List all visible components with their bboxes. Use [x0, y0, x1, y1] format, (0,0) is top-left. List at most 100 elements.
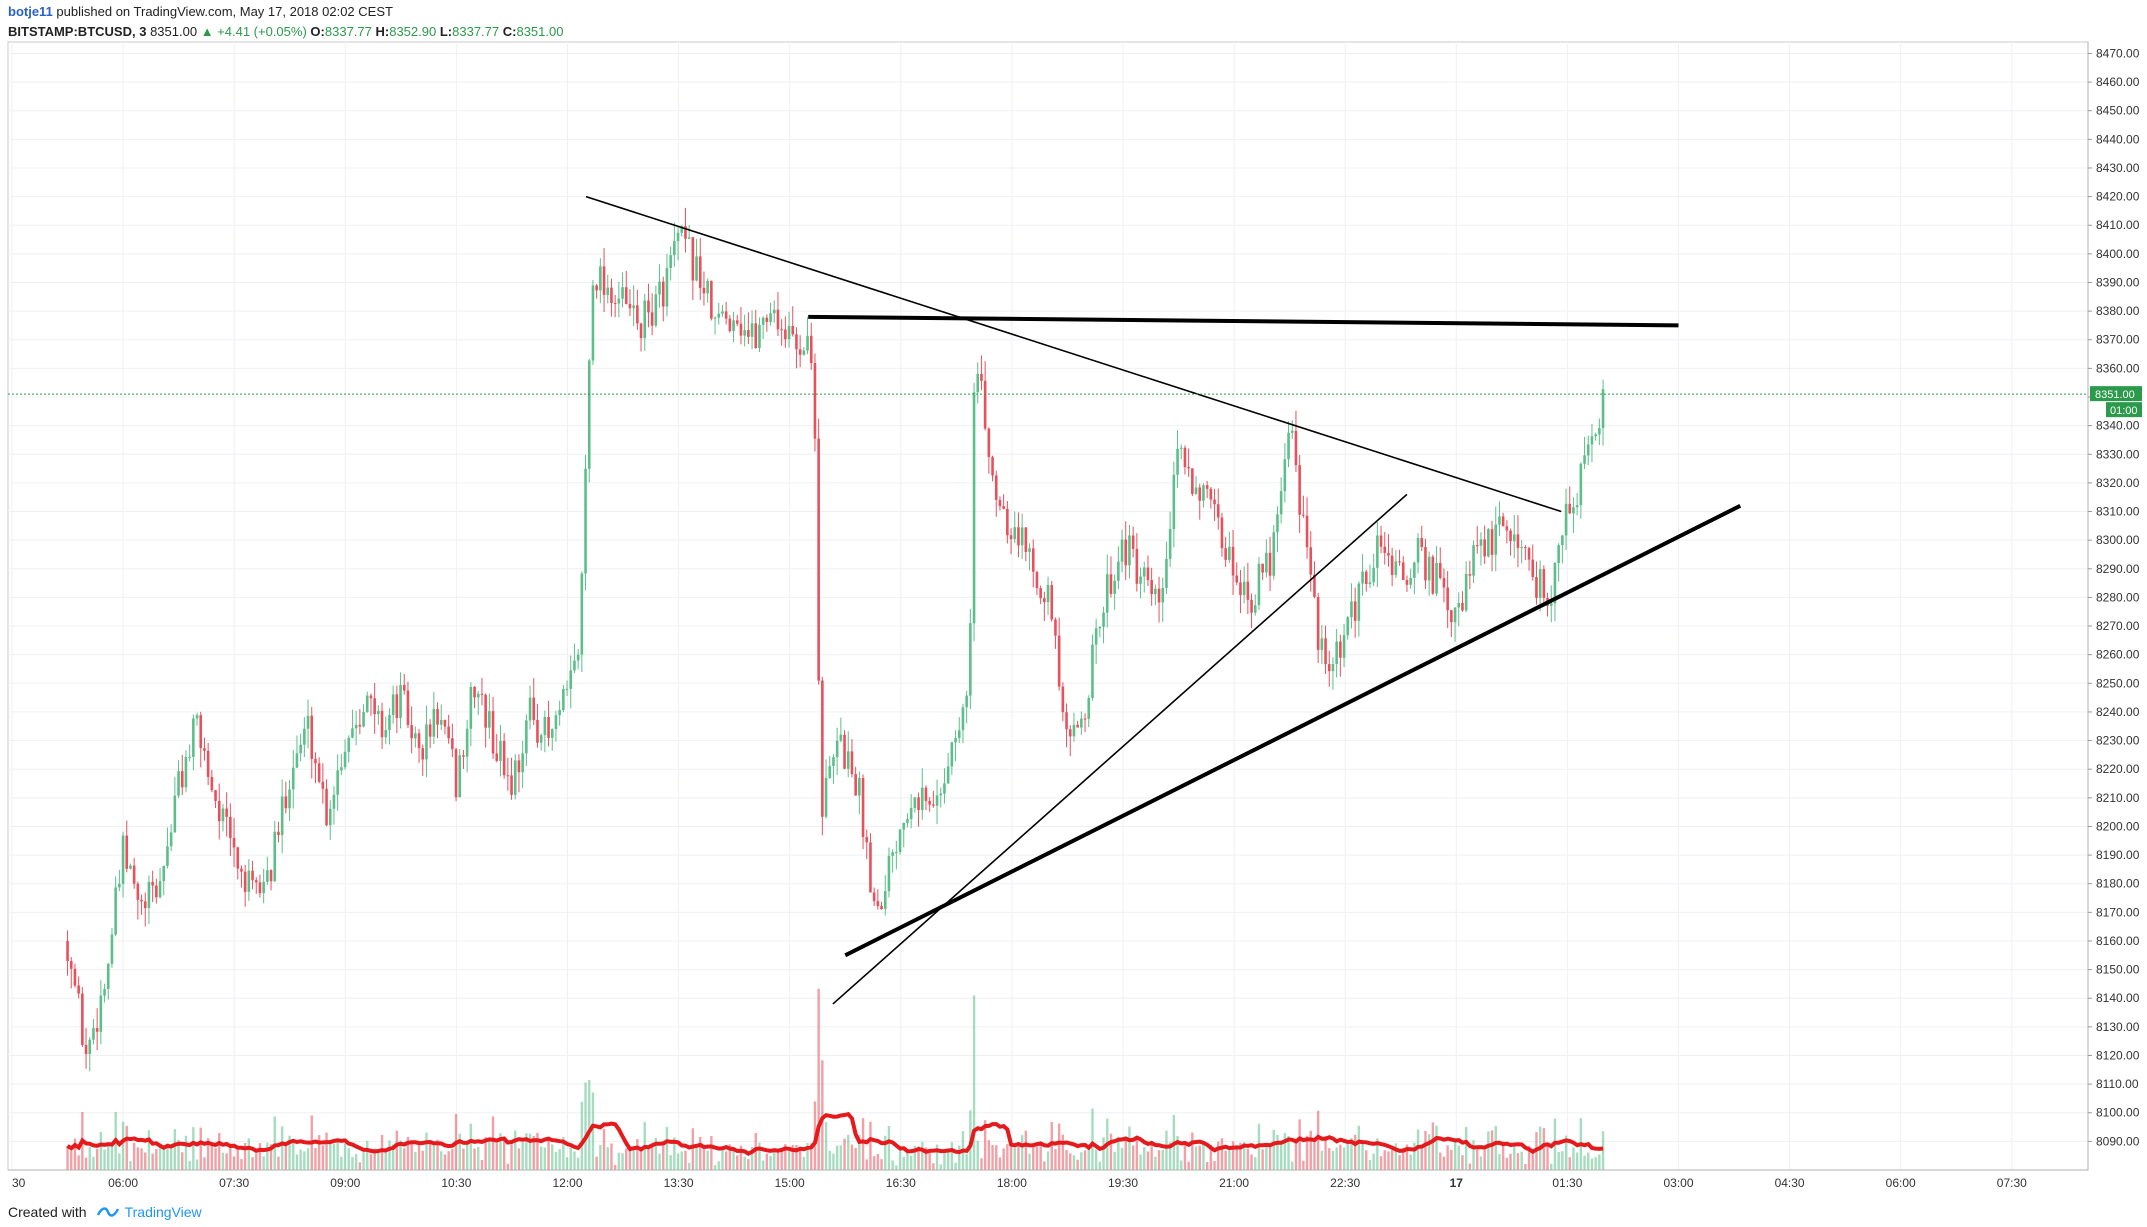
candle-body [828, 766, 832, 778]
candle-body [617, 298, 621, 304]
candle-body [1050, 585, 1054, 620]
volume-bar [736, 1155, 739, 1170]
candle-body [680, 226, 684, 233]
candle-body [1142, 567, 1146, 577]
candle-body [691, 237, 695, 281]
time-tick-label: 10:30 [441, 1176, 471, 1190]
candle-body [81, 993, 84, 1045]
tradingview-logo-icon [96, 1207, 119, 1217]
candle-body [702, 287, 706, 294]
volume-bar [436, 1139, 439, 1170]
volume-bar [388, 1140, 391, 1170]
trendline-horizontal-resistance[interactable] [808, 314, 1679, 328]
volume-bar [1187, 1161, 1190, 1170]
volume-bar [1102, 1137, 1105, 1170]
volume-moving-average-line [66, 1111, 1604, 1156]
candle-body [1235, 575, 1239, 583]
candle-body [1068, 729, 1072, 737]
volume-bar [972, 995, 976, 1170]
volume-bar [1113, 1151, 1116, 1170]
volume-bar [1217, 1141, 1220, 1170]
volume-bar [976, 1140, 979, 1170]
candle-body [92, 1028, 95, 1040]
price-tick-label: 8450.00 [2096, 104, 2140, 118]
volume-bar [403, 1148, 406, 1170]
time-tick-label: 21:00 [1219, 1176, 1249, 1190]
candle-body [1020, 527, 1024, 546]
volume-bar [206, 1138, 210, 1170]
volume-bar [987, 1140, 991, 1170]
volume-bar [1157, 1150, 1161, 1170]
volume-bar [1453, 1138, 1457, 1170]
trendline-descending[interactable] [585, 195, 1562, 513]
volume-bar [158, 1144, 162, 1170]
volume-bar [1368, 1160, 1372, 1170]
candle-body [917, 797, 920, 811]
volume-bar [1002, 1148, 1005, 1170]
candle-body [1364, 571, 1368, 585]
candle-body [802, 350, 806, 355]
candle-body [1094, 628, 1098, 645]
candle-body [750, 323, 754, 337]
candle-body [1431, 556, 1435, 594]
tradingview-brand[interactable]: TradingView [124, 1204, 202, 1220]
candle-body [328, 808, 332, 826]
volume-bar [795, 1145, 798, 1170]
volume-bar [266, 1142, 269, 1170]
candle-body [1531, 559, 1535, 578]
candle-body [314, 758, 317, 764]
volume-bar [1350, 1138, 1353, 1170]
candle-body [769, 313, 772, 322]
author-name[interactable]: botje11 [8, 4, 53, 19]
candle-body [147, 881, 151, 909]
candle-body [636, 305, 639, 324]
candle-body [1213, 499, 1216, 505]
volume-bar [847, 1134, 850, 1170]
volume-bar [95, 1149, 99, 1170]
volume-bar [1487, 1131, 1490, 1170]
volume-bar [299, 1149, 302, 1170]
trendline-ascending-support[interactable] [844, 504, 1742, 958]
price-tick-label: 8120.00 [2096, 1048, 2140, 1062]
volume-bar [303, 1151, 306, 1170]
candle-body [632, 305, 635, 309]
volume-bar [517, 1148, 521, 1170]
volume-bar [1524, 1164, 1527, 1170]
candle-body [240, 868, 243, 872]
volume-bar [240, 1159, 243, 1170]
volume-bar [950, 1142, 954, 1170]
candle-body [1065, 712, 1068, 730]
candle-body [521, 753, 524, 773]
volume-bar [980, 1158, 983, 1170]
candle-body [854, 774, 857, 796]
candle-body [780, 329, 783, 331]
candle-body [1335, 641, 1338, 665]
volume-bar [521, 1141, 524, 1170]
volume-bar [1435, 1125, 1438, 1170]
volume-bar [462, 1148, 465, 1170]
candle-body [1361, 571, 1364, 584]
volume-bar [1316, 1110, 1320, 1170]
volume-bar [1183, 1145, 1187, 1170]
volume-bar [1346, 1142, 1349, 1170]
candle-body [1450, 610, 1453, 623]
candle-body [73, 968, 77, 986]
candle-body [1331, 664, 1335, 672]
candle-body [710, 280, 713, 319]
volume-bar [706, 1150, 709, 1170]
price-tick-label: 8190.00 [2096, 848, 2140, 862]
candle-body [69, 960, 73, 969]
volume-bar [1065, 1149, 1068, 1170]
candle-body [280, 796, 284, 836]
volume-bar [321, 1145, 325, 1170]
volume-bar [835, 1145, 839, 1170]
volume-bar [1390, 1150, 1394, 1170]
trendline-ascending-thin[interactable] [832, 493, 1408, 1005]
volume-bar [817, 988, 820, 1170]
volume-bar [1472, 1140, 1475, 1170]
publish-info: published on TradingView.com, May 17, 20… [56, 4, 393, 19]
candle-body [713, 317, 717, 319]
candle-body [410, 725, 413, 739]
volume-bar [1320, 1150, 1324, 1170]
